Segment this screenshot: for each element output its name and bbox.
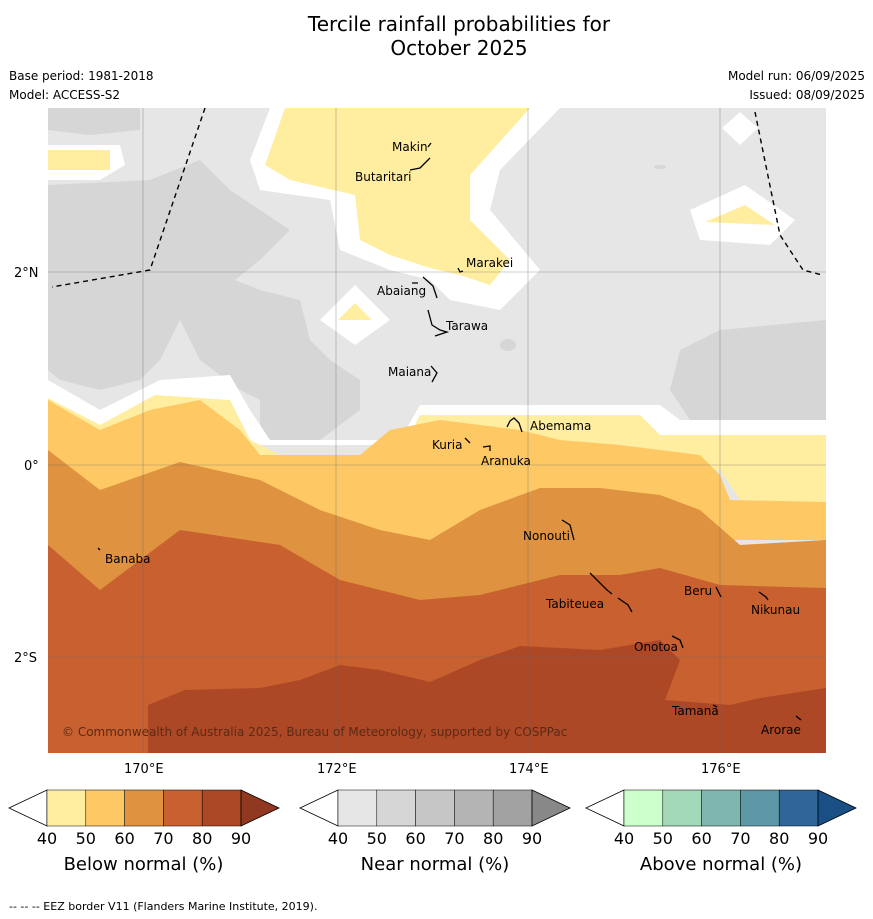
colorbar-near-segment bbox=[415, 789, 455, 827]
colorbar-below-tick: 90 bbox=[231, 829, 251, 848]
below-normal-40-50-region bbox=[705, 205, 775, 225]
colorbar-below-tick: 80 bbox=[192, 829, 212, 848]
colorbar-above-tick: 60 bbox=[691, 829, 711, 848]
near-normal-50-60-region bbox=[670, 320, 826, 420]
colorbar-below-segment bbox=[46, 789, 87, 827]
colorbar-above-tick: 80 bbox=[769, 829, 789, 848]
colorbar-near-segment bbox=[454, 789, 494, 827]
colorbar-near-tick: 50 bbox=[367, 829, 387, 848]
place-maiana: Maiana bbox=[388, 365, 431, 379]
colorbar-below-segment bbox=[85, 789, 125, 827]
graticule bbox=[48, 108, 826, 753]
map-area bbox=[48, 108, 826, 753]
axis-labels: 2°N 0° 2°S 170°E 172°E 174°E 176°E bbox=[14, 266, 741, 777]
colorbar-near-segment bbox=[337, 789, 378, 827]
colorbar-above-tick: 40 bbox=[614, 829, 634, 848]
place-onotoa: Onotoa bbox=[634, 640, 678, 654]
colorbar-above-tick: 90 bbox=[808, 829, 828, 848]
lon-label-170e: 170°E bbox=[124, 762, 164, 777]
colorbar-above-segment bbox=[662, 789, 702, 827]
place-nikunau: Nikunau bbox=[751, 603, 800, 617]
place-labels: Makin Butaritari Marakei Abaiang Tarawa … bbox=[105, 140, 801, 737]
colorbar-below-tick: 60 bbox=[114, 829, 134, 848]
below-normal-80-90-region bbox=[148, 640, 826, 753]
colorbar-near-tick: 60 bbox=[405, 829, 425, 848]
model-name: Model: ACCESS-S2 bbox=[9, 88, 121, 102]
eez-border-note: -- -- -- EEZ border V11 (Flanders Marine… bbox=[9, 900, 318, 913]
place-beru: Beru bbox=[684, 584, 712, 598]
place-tamana: Tamana bbox=[671, 704, 719, 718]
place-banaba: Banaba bbox=[105, 552, 151, 566]
colorbar-below-segment bbox=[201, 789, 242, 827]
colorbar-near-segment bbox=[376, 789, 416, 827]
colorbar-below-tick: 50 bbox=[76, 829, 96, 848]
place-abaiang: Abaiang bbox=[377, 284, 426, 298]
colorbar-above-min-extend bbox=[585, 789, 625, 827]
colorbar-below-segment bbox=[124, 789, 164, 827]
title-line-1: Tercile rainfall probabilities for bbox=[307, 12, 611, 36]
colorbars: 40 50 60 70 80 90 40 50 60 70 80 90 40 50 60 70 80 90 bbox=[8, 789, 857, 848]
colorbar-label-below: Below normal (%) bbox=[63, 854, 224, 875]
colorbar-above-segment bbox=[701, 789, 741, 827]
colorbar-near-tick: 70 bbox=[444, 829, 464, 848]
issued-date: Issued: 08/09/2025 bbox=[749, 88, 865, 102]
place-tabiteuea: Tabiteuea bbox=[545, 597, 604, 611]
colorbar-near-tick: 40 bbox=[328, 829, 348, 848]
place-arorae: Arorae bbox=[761, 723, 801, 737]
colorbar-above-segment bbox=[623, 789, 664, 827]
colorbar-above-segment bbox=[740, 789, 780, 827]
below-normal-40-50-region bbox=[48, 150, 110, 170]
model-run: Model run: 06/09/2025 bbox=[727, 69, 865, 83]
place-kuria: Kuria bbox=[432, 438, 463, 452]
below-normal-40-50-region bbox=[265, 108, 530, 285]
colorbar-label-near: Near normal (%) bbox=[360, 854, 510, 875]
colorbar-below-tick: 40 bbox=[37, 829, 57, 848]
title-line-2: October 2025 bbox=[390, 36, 528, 60]
colorbar-near-min-extend bbox=[299, 789, 339, 827]
colorbar-below-tick: 70 bbox=[153, 829, 173, 848]
colorbar-below-min-extend bbox=[8, 789, 48, 827]
colorbar-above-tick: 50 bbox=[653, 829, 673, 848]
near-normal-50-60-region bbox=[48, 160, 360, 440]
colorbar-label-above: Above normal (%) bbox=[639, 854, 803, 875]
place-nonouti: Nonouti bbox=[523, 529, 570, 543]
near-normal-patch bbox=[500, 339, 516, 351]
colorbar-near-segment bbox=[492, 789, 533, 827]
place-abemama: Abemama bbox=[530, 419, 591, 433]
colorbar-above-tick: 70 bbox=[730, 829, 750, 848]
base-period: Base period: 1981-2018 bbox=[9, 69, 154, 83]
colorbar-below-segment bbox=[163, 789, 203, 827]
below-normal-40-50-region bbox=[338, 303, 372, 320]
lon-label-176e: 176°E bbox=[701, 762, 741, 777]
place-tarawa: Tarawa bbox=[445, 319, 488, 333]
lat-label-2n: 2°N bbox=[14, 266, 39, 281]
colorbar-above-max-extend bbox=[817, 789, 857, 827]
place-makin: Makin bbox=[392, 140, 428, 154]
lon-label-174e: 174°E bbox=[509, 762, 549, 777]
colorbar-below-max-extend bbox=[240, 789, 280, 827]
place-butaritari: Butaritari bbox=[355, 170, 412, 184]
island-outlines bbox=[97, 142, 802, 721]
lon-label-172e: 172°E bbox=[317, 762, 357, 777]
colorbar-near-tick: 80 bbox=[483, 829, 503, 848]
colorbar-near-tick: 90 bbox=[522, 829, 542, 848]
near-normal-patch bbox=[654, 165, 666, 169]
near-normal-50-60-region bbox=[48, 108, 140, 135]
eez-border bbox=[51, 108, 823, 288]
lat-label-2s: 2°S bbox=[14, 651, 37, 666]
equal-chances-margin bbox=[722, 112, 758, 145]
copyright-notice: © Commonwealth of Australia 2025, Bureau… bbox=[62, 725, 567, 739]
place-marakei: Marakei bbox=[466, 256, 513, 270]
lat-label-0: 0° bbox=[24, 459, 39, 474]
map-title: Tercile rainfall probabilities for Octob… bbox=[0, 12, 873, 60]
place-aranuka: Aranuka bbox=[481, 454, 531, 468]
colorbar-near-max-extend bbox=[531, 789, 571, 827]
colorbar-above-segment bbox=[778, 789, 819, 827]
